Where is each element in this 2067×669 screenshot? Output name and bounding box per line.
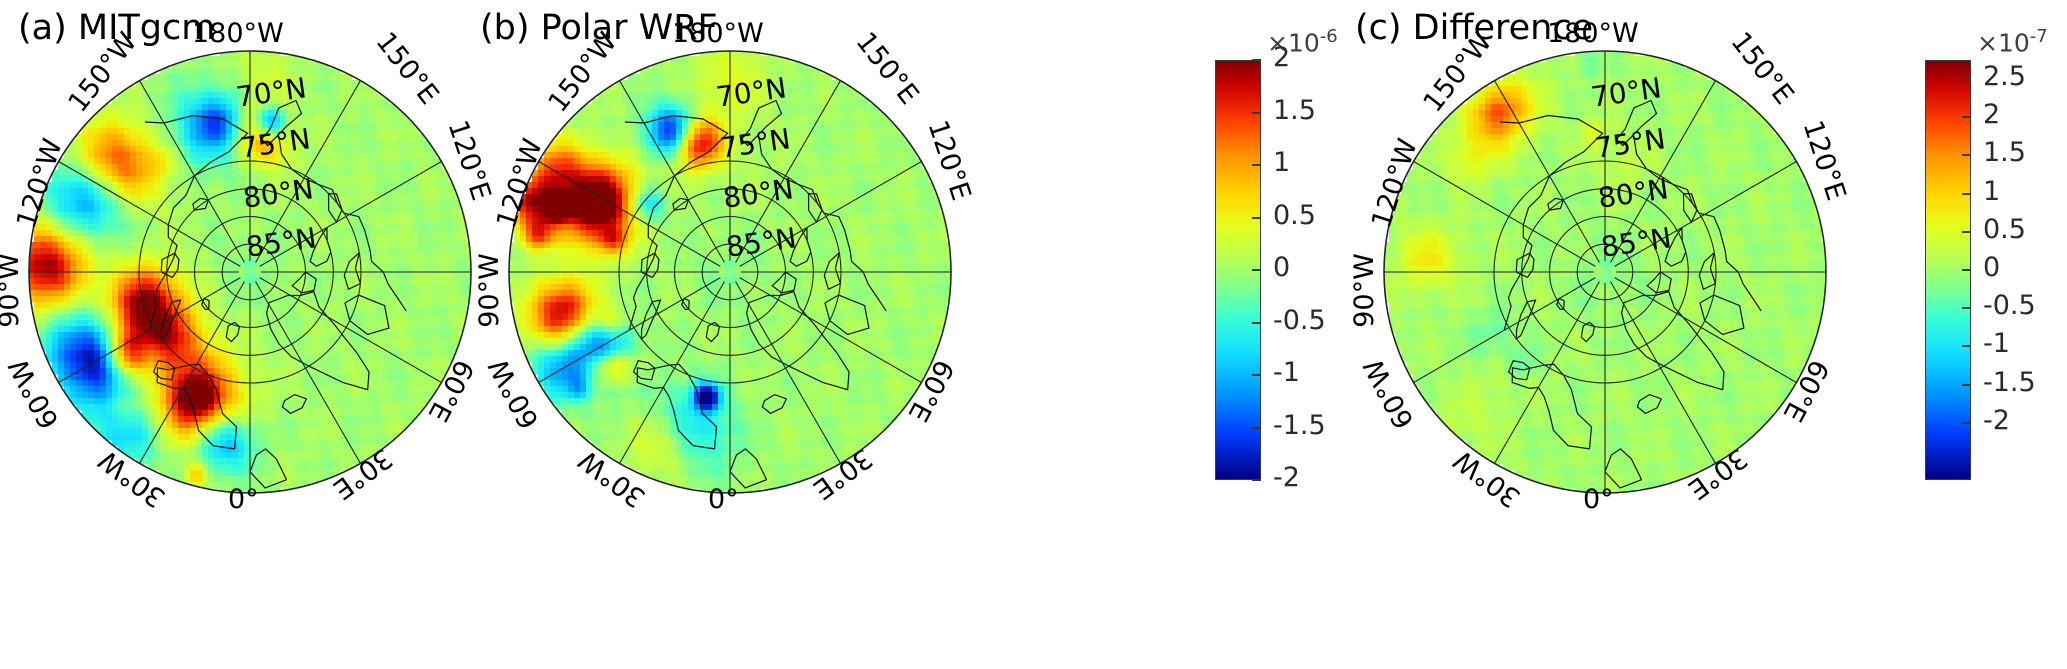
colorbar-1-tick xyxy=(1252,269,1261,271)
colorbar-2-tick-label: 2.5 xyxy=(1983,61,2026,93)
colorbar-2-tick xyxy=(1962,345,1971,348)
colorbar-1-tick xyxy=(1252,321,1261,324)
panel-b-title: (b) Polar WRF xyxy=(480,8,718,48)
colorbar-1-tick xyxy=(1252,479,1261,481)
colorbar-1-tick xyxy=(1252,426,1261,429)
panel-c-lon-180W: 180°W xyxy=(1547,18,1639,49)
colorbar-1-tick-label: -1 xyxy=(1273,357,1300,388)
colorbar-2-tick xyxy=(1962,116,1971,119)
colorbar-2-tick xyxy=(1962,78,1971,81)
panel-b-lon-180W: 180°W xyxy=(672,18,764,49)
colorbar-1-tick xyxy=(1252,59,1261,61)
colorbar-2-tick xyxy=(1962,421,1971,424)
panel-b-map xyxy=(508,50,952,494)
colorbar-1-tick xyxy=(1252,164,1261,166)
panel-b: (b) Polar WRF 180°W 150°W 120°W 90°W 60°… xyxy=(474,0,977,669)
colorbar-1-tick-label: 1 xyxy=(1273,147,1291,178)
colorbar-2-tick-label: 2 xyxy=(1983,99,2001,131)
colorbar-2-tick-label: -1 xyxy=(1983,328,2010,360)
panel-a-map xyxy=(28,50,472,494)
colorbar-1[interactable]: ×10-6 2 1.5 1 0.5 0 -0.5 -1 -1.5 -2 xyxy=(1215,26,1338,493)
colorbar-2-exponent: ×10-7 xyxy=(1977,26,2048,57)
panel-c-title: (c) Difference xyxy=(1355,8,1594,48)
colorbar-1-tick-label: -0.5 xyxy=(1273,304,1326,336)
colorbar-1-exponent: ×10-6 xyxy=(1267,26,1338,57)
colorbar-1-exponent-power: -6 xyxy=(1319,26,1338,47)
panel-b-lon-0: 0° xyxy=(708,484,739,515)
colorbar-2-tick xyxy=(1962,230,1971,233)
colorbar-1-tick-label: -2 xyxy=(1273,462,1300,493)
colorbar-2-tick-label: 1.5 xyxy=(1983,137,2026,169)
colorbar-1-tick xyxy=(1252,374,1261,376)
panel-c: (c) Difference 180°W 150°W 120°W 90°W 60… xyxy=(1349,0,1852,669)
colorbar-2-tick xyxy=(1962,269,1971,271)
panel-c-field-svg xyxy=(1383,50,1827,494)
panel-a-map-disc xyxy=(28,50,472,494)
panel-a: (a) MITgcm 180°W 150°W 120°W 90°W 60°W 3… xyxy=(0,0,496,669)
panel-b-field-svg xyxy=(508,50,952,494)
panel-a-lon-180W: 180°W xyxy=(192,18,284,49)
colorbar-2-exponent-prefix: ×10 xyxy=(1977,28,2030,58)
colorbar-2-tick-label: 0.5 xyxy=(1983,213,2026,245)
panel-c-lon-90W: 90°W xyxy=(1348,253,1380,328)
panel-c-map xyxy=(1383,50,1827,494)
colorbar-2-exponent-power: -7 xyxy=(2029,26,2048,47)
colorbar-2-tick-label: 0 xyxy=(1983,252,2001,283)
colorbar-2-tick xyxy=(1962,192,1971,195)
colorbar-1-tick-label: 2 xyxy=(1273,42,1291,73)
colorbar-2-tick-label: -1.5 xyxy=(1983,366,2036,398)
colorbar-1-exponent-prefix: ×10 xyxy=(1267,28,1320,58)
colorbar-2-tick-label: -2 xyxy=(1983,404,2010,436)
colorbar-2-tick-label: -0.5 xyxy=(1983,290,2036,322)
panel-a-title: (a) MITgcm xyxy=(18,8,216,48)
colorbar-2-tick xyxy=(1962,383,1971,386)
panel-b-lon-90W: 90°W xyxy=(473,253,505,328)
colorbar-2-tick-label: 1 xyxy=(1983,175,2001,207)
panel-a-lon-0: 0° xyxy=(228,484,259,515)
panel-c-lon-0: 0° xyxy=(1583,484,1614,515)
colorbar-2-tick xyxy=(1962,307,1971,310)
colorbar-2[interactable]: ×10-7 2.5 2 1.5 1 0.5 0 -0.5 -1 -1.5 -2 xyxy=(1925,26,2055,480)
colorbar-1-tick-label: 1.5 xyxy=(1273,94,1316,126)
colorbar-1-tick-label: 0.5 xyxy=(1273,199,1316,231)
colorbar-2-tick xyxy=(1962,154,1971,157)
colorbar-1-tick xyxy=(1252,111,1261,114)
panel-b-map-disc xyxy=(508,50,952,494)
panel-a-field-svg xyxy=(28,50,472,494)
colorbar-1-tick xyxy=(1252,216,1261,219)
colorbar-1-tick-label: 0 xyxy=(1273,252,1291,283)
panel-c-map-disc xyxy=(1383,50,1827,494)
panel-a-lon-90W: 90°W xyxy=(0,253,25,328)
colorbar-1-tick-label: -1.5 xyxy=(1273,409,1326,441)
